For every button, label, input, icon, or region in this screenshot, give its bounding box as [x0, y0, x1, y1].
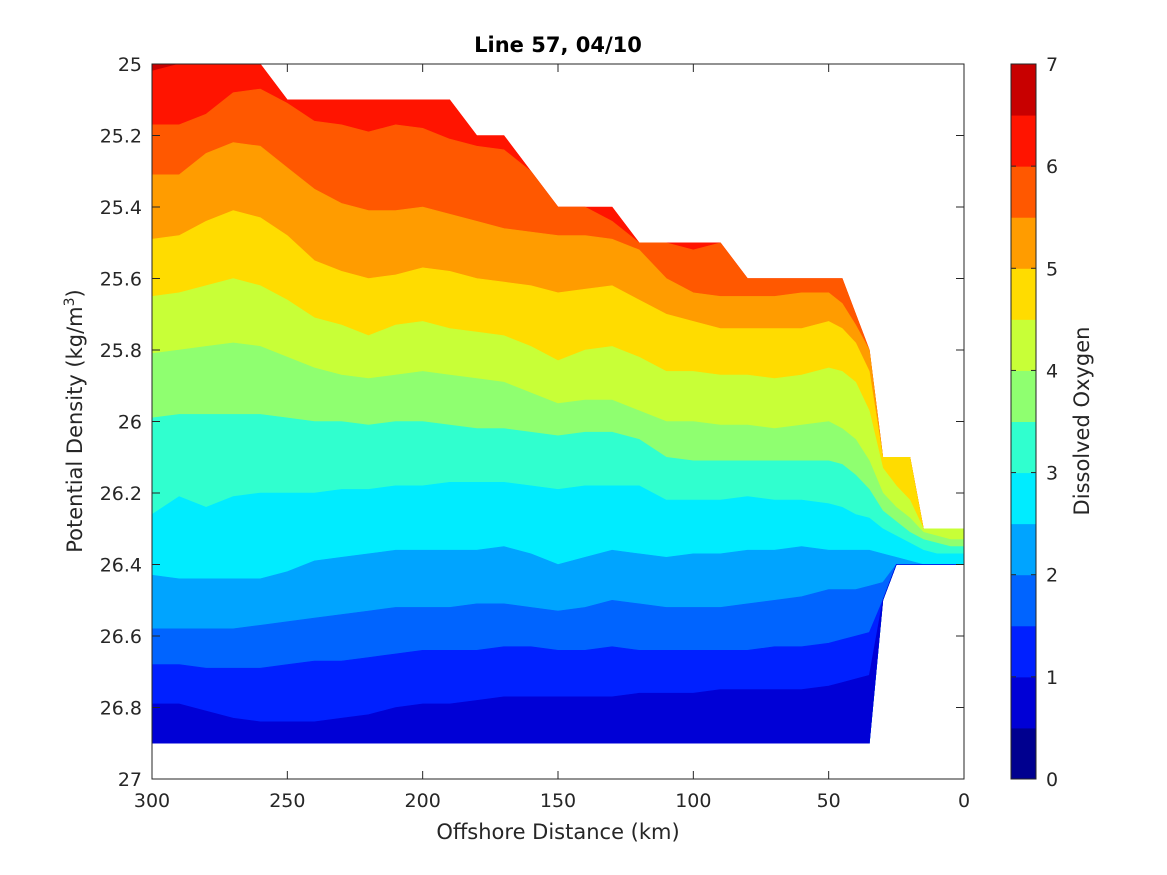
colorbar-tick-label: 4 — [1046, 360, 1058, 382]
colorbar-tick-label: 0 — [1046, 769, 1058, 791]
colorbar-segment — [1011, 625, 1036, 678]
y-tick-label: 25.6 — [100, 269, 142, 291]
colorbar-segment — [1011, 523, 1036, 576]
contour-fill-layer — [152, 64, 964, 744]
colorbar-tick-label: 2 — [1046, 565, 1058, 587]
y-tick-label: 26.4 — [100, 555, 142, 577]
colorbar-tick-label: 1 — [1046, 667, 1058, 689]
colorbar-tick-label: 7 — [1046, 54, 1058, 76]
y-tick-label: 25 — [118, 54, 142, 76]
colorbar-tick-label: 5 — [1046, 258, 1058, 280]
colorbar-segment — [1011, 115, 1036, 167]
y-axis-label-main: Potential Density (kg/m — [63, 306, 87, 552]
y-tick-label: 26.6 — [100, 626, 142, 648]
chart-title: Line 57, 04/10 — [474, 33, 642, 57]
x-tick-label: 250 — [269, 790, 305, 812]
y-tick-label: 25.8 — [100, 340, 142, 362]
x-tick-label: 100 — [675, 790, 711, 812]
x-tick-label: 200 — [405, 790, 441, 812]
colorbar-segment — [1011, 64, 1036, 116]
colorbar-tick-label: 6 — [1046, 156, 1058, 178]
y-tick-label: 27 — [118, 769, 142, 791]
colorbar-label: Dissolved Oxygen — [1070, 327, 1094, 516]
x-axis-label: Offshore Distance (km) — [436, 820, 679, 844]
colorbar-frame — [1010, 63, 1037, 780]
colorbar-segment — [1011, 319, 1036, 371]
y-axis-label: Potential Density (kg/m3) — [62, 289, 87, 553]
colorbar-segment — [1011, 421, 1036, 474]
x-tick-label: 50 — [817, 790, 841, 812]
y-tick-label: 26 — [118, 412, 142, 434]
y-tick-label: 25.2 — [100, 126, 142, 148]
x-tick-label: 0 — [958, 790, 970, 812]
x-tick-label: 300 — [134, 790, 170, 812]
colorbar-segment — [1011, 574, 1036, 627]
y-axis-label-superscript: 3 — [62, 297, 78, 306]
colorbar-segment — [1011, 166, 1036, 218]
colorbar-segment — [1011, 472, 1036, 525]
colorbar-segment — [1011, 370, 1036, 422]
colorbar-segment — [1011, 268, 1036, 320]
x-tick-label: 150 — [540, 790, 576, 812]
colorbar-segment — [1011, 217, 1036, 269]
colorbar-segment — [1011, 676, 1036, 729]
y-tick-label: 26.2 — [100, 483, 142, 505]
colorbar-segment — [1011, 727, 1036, 780]
y-axis-label-end: ) — [63, 289, 87, 297]
axes-layer: 300 250 200 150 100 50 0 25 25.2 25.4 25.6 25.8 26 26… — [100, 54, 970, 812]
colorbar-tick-label: 3 — [1046, 463, 1058, 485]
y-tick-label: 25.4 — [100, 197, 142, 219]
colorbar: 0 1 2 3 4 5 6 7 — [1010, 54, 1058, 791]
y-tick-label: 26.8 — [100, 698, 142, 720]
